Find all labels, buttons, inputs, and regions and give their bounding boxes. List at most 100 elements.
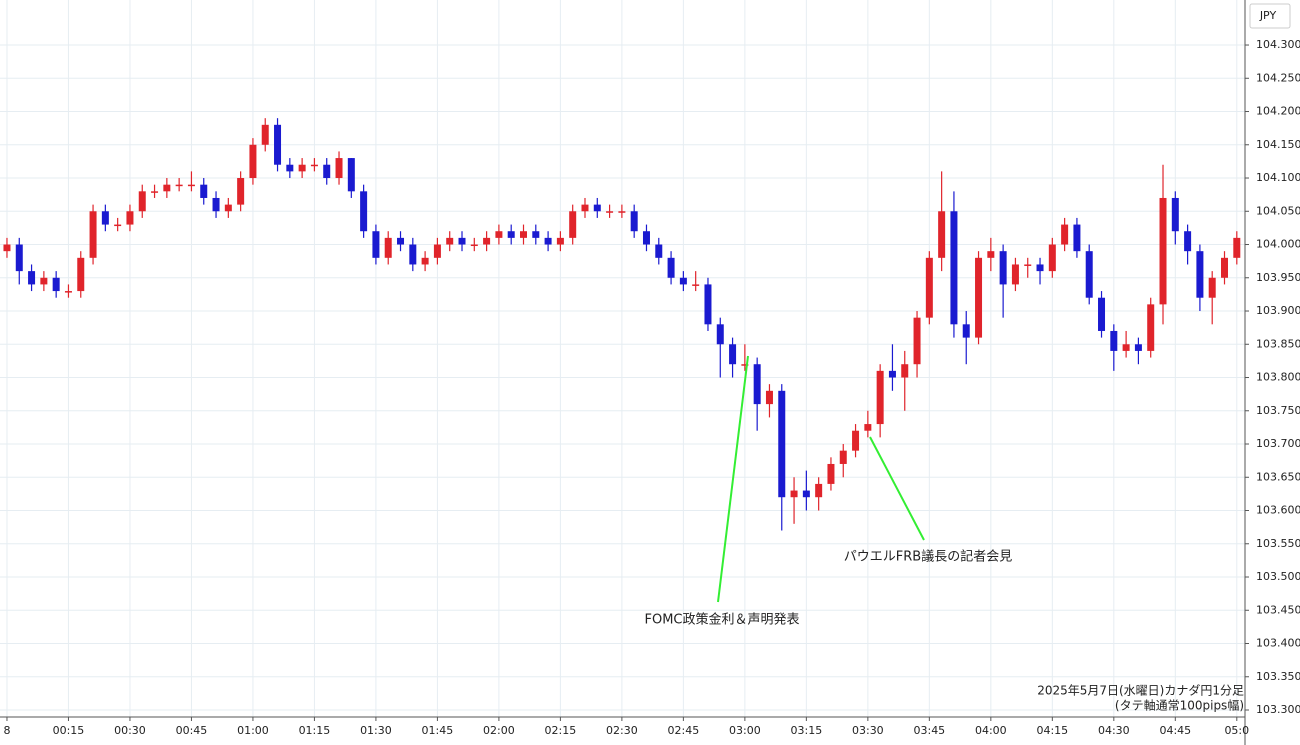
candle-body — [532, 231, 540, 238]
x-tick-label: 04:30 — [1098, 724, 1130, 737]
candle-body — [1134, 344, 1142, 351]
x-tick-label: 00:30 — [114, 724, 146, 737]
candle-body — [261, 124, 269, 145]
candle-body — [360, 191, 368, 232]
y-tick-label: 103.400 — [1256, 637, 1300, 650]
annotation-line — [717, 355, 749, 603]
x-tick-label: 04:15 — [1036, 724, 1068, 737]
candle-body — [1122, 344, 1130, 351]
annotation-line — [869, 436, 925, 541]
y-tick-label: 103.300 — [1256, 703, 1300, 716]
x-tick-label: 04:45 — [1159, 724, 1191, 737]
candle-body — [864, 424, 872, 431]
candle-body — [1159, 197, 1167, 305]
candle-body — [433, 244, 441, 258]
candle-body — [101, 211, 109, 225]
candle-body — [778, 390, 786, 498]
candle-body — [495, 231, 503, 238]
candle-body — [544, 237, 552, 245]
candle-body — [163, 184, 171, 192]
candle-body — [999, 251, 1007, 285]
y-tick-label: 104.150 — [1256, 138, 1300, 151]
candle-body — [1024, 264, 1032, 266]
x-tick-label: 04:00 — [975, 724, 1007, 737]
y-tick-label: 103.350 — [1256, 670, 1300, 683]
candle-body — [1048, 244, 1056, 272]
candle-body — [1110, 330, 1118, 351]
y-tick-label: 103.500 — [1256, 570, 1300, 583]
candle-body — [556, 237, 564, 245]
candle-body — [679, 277, 687, 285]
y-tick-label: 103.950 — [1256, 271, 1300, 284]
x-tick-label: 03:15 — [791, 724, 823, 737]
candle-body — [618, 211, 626, 213]
candle-body — [975, 257, 983, 338]
candle-body — [1196, 251, 1204, 298]
candle-body — [64, 291, 72, 293]
candle-body — [569, 211, 577, 238]
x-tick-label: 02:30 — [606, 724, 638, 737]
candle-body — [126, 211, 134, 225]
candle-body — [237, 178, 245, 205]
candle-body — [950, 211, 958, 325]
y-tick-label: 103.800 — [1256, 371, 1300, 384]
candle-body — [28, 271, 36, 285]
x-tick-label: 01:15 — [299, 724, 331, 737]
annotation: FOMC政策金利＆声明発表 — [644, 612, 799, 628]
candle-body — [372, 231, 380, 258]
candle-body — [938, 211, 946, 258]
y-tick-label: 103.750 — [1256, 404, 1300, 417]
candle-body — [1233, 237, 1241, 258]
candle-body — [852, 430, 860, 451]
candle-body — [1061, 224, 1069, 245]
candle-body — [274, 124, 282, 165]
currency-box — [1249, 3, 1291, 29]
y-tick-label: 103.600 — [1256, 504, 1300, 517]
y-tick-label: 103.650 — [1256, 470, 1300, 483]
x-tick-label: 01:45 — [422, 724, 454, 737]
candle-body — [335, 158, 343, 179]
annotation: パウエルFRB議長の記者会見 — [844, 549, 1012, 565]
candle-body — [1147, 304, 1155, 351]
candle-body — [888, 370, 896, 378]
candle-body — [249, 144, 257, 179]
candle-body — [987, 251, 995, 258]
candle-body — [212, 197, 220, 212]
candle-body — [741, 364, 749, 366]
y-tick-label: 103.450 — [1256, 603, 1300, 616]
candle-body — [89, 211, 97, 258]
y-tick-label: 104.100 — [1256, 171, 1300, 184]
candle-body — [138, 191, 146, 212]
candle-body — [827, 463, 835, 484]
currency-label: JPY — [1259, 9, 1277, 22]
candles — [3, 118, 1241, 531]
candle-body — [1221, 257, 1229, 278]
candle-body — [925, 257, 933, 318]
candle-body — [802, 490, 810, 498]
grid — [0, 0, 1245, 717]
candle-body — [901, 364, 909, 378]
y-tick-label: 104.200 — [1256, 105, 1300, 118]
candle-body — [470, 244, 478, 247]
x-tick-label: 01:30 — [360, 724, 392, 737]
candle-body — [815, 483, 823, 498]
candle-body — [224, 204, 232, 212]
candle-body — [913, 317, 921, 365]
candle-body — [200, 184, 208, 198]
candle-body — [310, 164, 318, 167]
candle-body — [519, 231, 527, 238]
candle-body — [1184, 231, 1192, 252]
y-tick-label: 103.900 — [1256, 304, 1300, 317]
candle-body — [323, 164, 331, 179]
candle-body — [1171, 197, 1179, 232]
candle-body — [704, 284, 712, 325]
candle-body — [446, 237, 454, 245]
candle-body — [483, 237, 491, 245]
candle-body — [507, 231, 515, 238]
candle-body — [286, 164, 294, 172]
y-tick-label: 104.300 — [1256, 38, 1300, 51]
candle-body — [876, 370, 884, 425]
candle-body — [187, 184, 195, 187]
